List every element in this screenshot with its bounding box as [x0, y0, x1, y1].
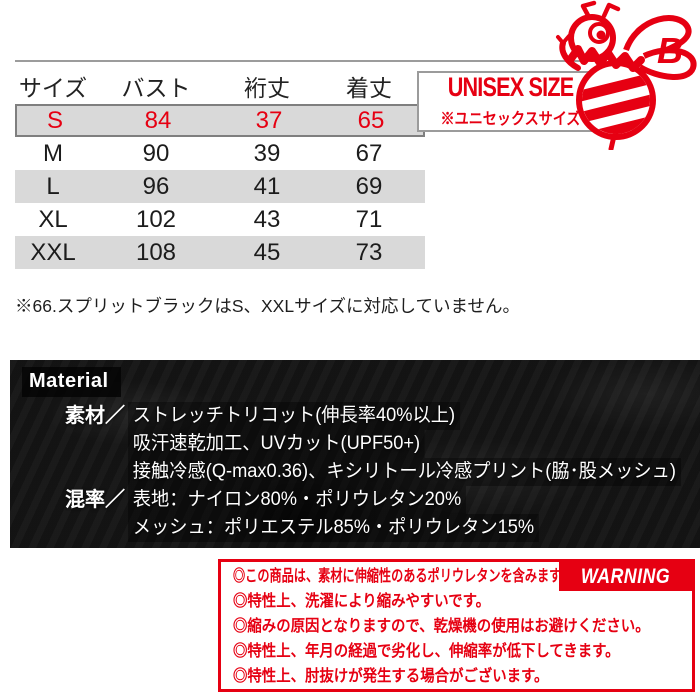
bee-mascot-icon: B	[556, 0, 697, 150]
column-header-size: サイズ	[18, 75, 88, 101]
column-header-sleeve: 裄丈	[244, 75, 290, 101]
size-row-l[interactable]: L 96 41 69	[15, 170, 425, 203]
cell-sleeve: 37	[255, 106, 283, 134]
size-row-s[interactable]: S 84 37 65	[15, 104, 425, 137]
unisex-size-subtitle: ※ユニセックスサイズ	[441, 111, 581, 128]
material-body: 素材／ ストレッチトリコット(伸長率40%以上) 吸汗速乾加工、UVカット(UP…	[65, 402, 700, 542]
cell-length: 67	[355, 139, 383, 167]
material-fabric-line: 接触冷感(Q-max0.36)、キシリトール冷感プリント(脇･股メッシュ)	[128, 458, 700, 486]
cell-size: XXL	[30, 238, 76, 266]
warning-item: ◎この商品は、素材に伸縮性のあるポリウレタンを含みます。	[233, 568, 573, 585]
material-fabric-line: 吸汗速乾加工、UVカット(UPF50+)	[128, 430, 700, 458]
material-composition-line: メッシュ：ポリエステル85%・ポリウレタン15%	[128, 514, 556, 542]
warning-item: ◎特性上、年月の経過で劣化し、伸縮率が低下してきます。	[233, 643, 620, 660]
cell-bust: 102	[135, 205, 177, 233]
column-header-bust: バスト	[121, 75, 191, 101]
warning-badge: WARNING	[559, 562, 692, 591]
material-heading: Material	[22, 367, 121, 397]
cell-size: XL	[38, 205, 68, 233]
cell-sleeve: 41	[253, 172, 281, 200]
material-composition-label: 混率／	[65, 489, 125, 511]
material-composition-row: 混率／ 表地：ナイロン80%・ポリウレタン20% メッシュ：ポリエステル85%・…	[65, 486, 700, 542]
size-row-xl[interactable]: XL 102 43 71	[15, 203, 425, 236]
size-row-m[interactable]: M 90 39 67	[15, 137, 425, 170]
material-composition-line: 表地：ナイロン80%・ポリウレタン20%	[128, 486, 556, 514]
warning-item: ◎縮みの原因となりますので、乾燥機の使用はお避けください。	[233, 618, 650, 635]
cell-length: 71	[355, 205, 383, 233]
cell-bust: 84	[144, 106, 172, 134]
cell-bust: 108	[135, 238, 177, 266]
cell-bust: 90	[142, 139, 170, 167]
warning-list: ◎この商品は、素材に伸縮性のあるポリウレタンを含みます。 ◎特性上、洗濯により縮…	[233, 564, 696, 689]
warning-box: WARNING ◎この商品は、素材に伸縮性のあるポリウレタンを含みます。 ◎特性…	[218, 559, 695, 692]
cell-length: 73	[355, 238, 383, 266]
size-row-xxl[interactable]: XXL 108 45 73	[15, 236, 425, 269]
cell-sleeve: 43	[253, 205, 281, 233]
material-fabric-row: 素材／ ストレッチトリコット(伸長率40%以上) 吸汗速乾加工、UVカット(UP…	[65, 402, 700, 486]
material-panel: Material 素材／ ストレッチトリコット(伸長率40%以上) 吸汗速乾加工…	[10, 360, 700, 548]
cell-size: M	[43, 139, 63, 167]
material-fabric-line: ストレッチトリコット(伸長率40%以上)	[128, 402, 700, 430]
size-table-header-row: サイズ バスト 裄丈 着丈	[15, 73, 425, 104]
cell-length: 65	[357, 106, 385, 134]
size-table: サイズ バスト 裄丈 着丈 S 84 37 65 M 90 39 67 L 96…	[15, 73, 425, 269]
warning-item: ◎特性上、洗濯により縮みやすいです。	[233, 593, 491, 610]
wing-letter: B	[657, 30, 683, 71]
size-compatibility-note: ※66.スプリットブラックはS、XXLサイズに対応していません。	[15, 296, 521, 316]
cell-sleeve: 45	[253, 238, 281, 266]
column-header-length: 着丈	[346, 75, 392, 101]
unisex-size-badge: UNISEX SIZE ※ユニセックスサイズ	[417, 71, 605, 132]
cell-length: 69	[355, 172, 383, 200]
cell-size: L	[46, 172, 60, 200]
divider-line	[15, 60, 583, 62]
cell-bust: 96	[142, 172, 170, 200]
cell-sleeve: 39	[253, 139, 281, 167]
warning-item: ◎特性上、肘抜けが発生する場合がございます。	[233, 668, 549, 685]
cell-size: S	[46, 106, 63, 134]
unisex-size-title: UNISEX SIZE	[448, 72, 574, 102]
material-fabric-label: 素材／	[65, 405, 125, 427]
warning-badge-text: WARNING	[580, 564, 671, 588]
